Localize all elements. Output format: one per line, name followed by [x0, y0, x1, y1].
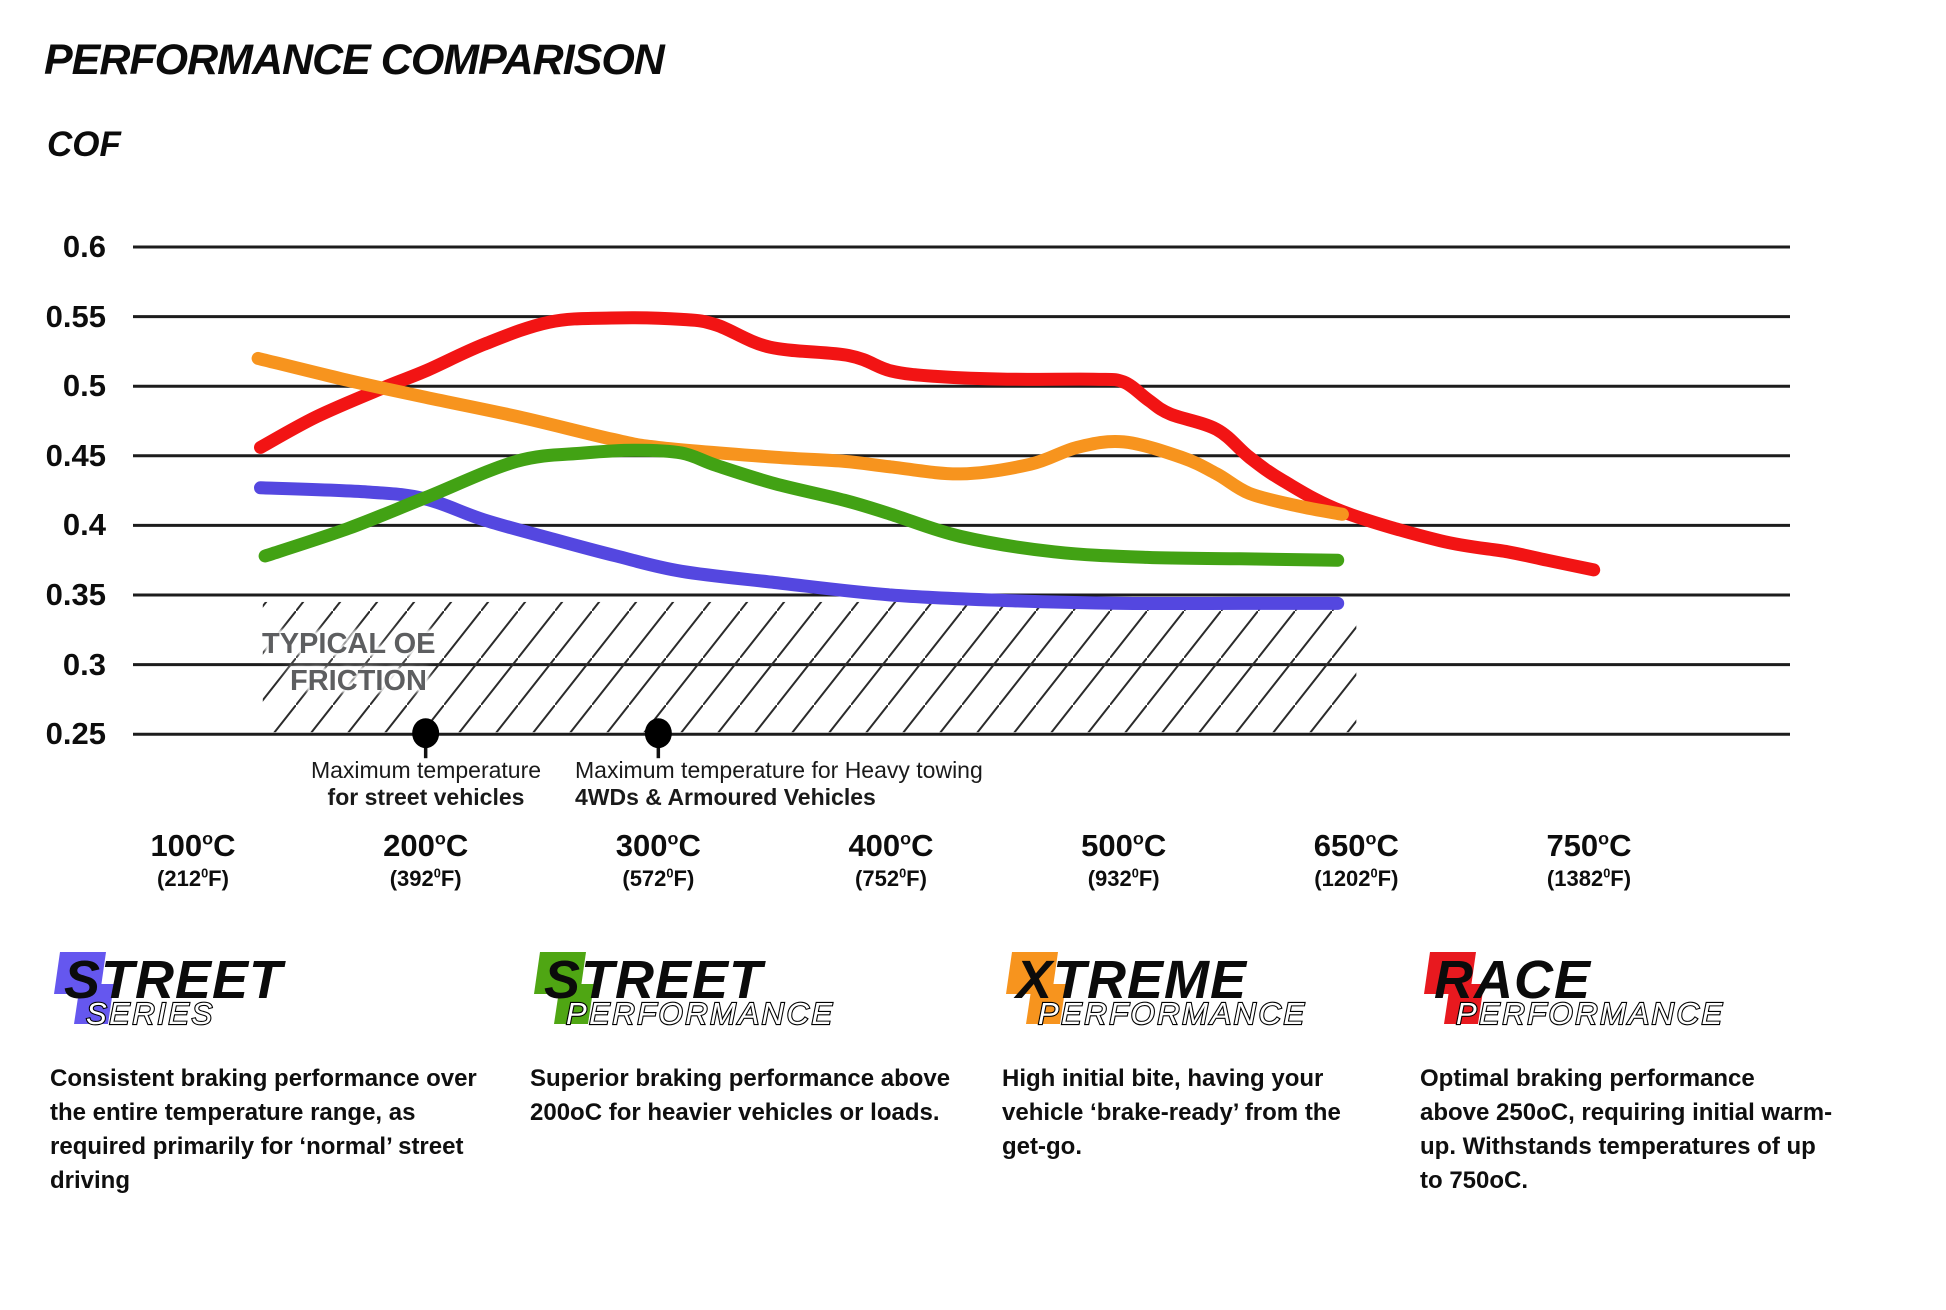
annotation-line: Maximum temperature	[310, 757, 542, 783]
logo-word2: PERFORMANCE	[1456, 996, 1725, 1031]
y-tick-label: 0.35	[45, 577, 106, 612]
logo-mark-bottom	[1026, 984, 1066, 1024]
x-tick-fahrenheit: (12020F)	[1314, 865, 1399, 891]
x-tick-fahrenheit: (5720F)	[622, 865, 695, 891]
x-tick-label: 650oC (12020F)	[1314, 828, 1399, 894]
series-line-street-performance	[258, 443, 1345, 567]
typical-oe-friction-band	[262, 601, 1357, 733]
x-tick-celsius: 500oC	[1081, 828, 1167, 863]
x-tick-label: 200oC (3920F)	[383, 828, 468, 894]
annotation-line: Maximum temperature for Heavy towing	[575, 757, 983, 783]
x-tick-label: 100oC (2120F)	[150, 828, 235, 894]
logo-word1: STREET	[544, 952, 766, 1010]
logo-mark-top	[534, 952, 586, 994]
logo-mark-bottom	[1444, 984, 1484, 1024]
legend-description-xtreme-performance: High initial bite, having your vehicle ‘…	[1002, 1065, 1341, 1160]
x-tick-fahrenheit: (2120F)	[157, 865, 229, 891]
y-tick-label: 0.5	[62, 368, 106, 404]
typical-oe-line1: TYPICAL OE	[262, 628, 436, 660]
chart-canvas	[133, 245, 1790, 759]
x-tick-label: 300oC (5720F)	[616, 828, 701, 894]
logo-word2: PERFORMANCE	[566, 996, 835, 1031]
x-tick-label: 500oC (9320F)	[1081, 828, 1166, 894]
legend-item-race-performance: RACE PERFORMANCE Optimal braking performan…	[1418, 952, 1888, 1194]
logo-word1: STREET	[64, 952, 286, 1010]
legend-description-race-performance: Optimal braking performance above 250oC,…	[1420, 1065, 1833, 1194]
legend-description-street-performance: Superior braking performance above 200oC…	[530, 1065, 951, 1126]
logo-mark-bottom	[554, 984, 594, 1024]
x-tick-fahrenheit: (9320F)	[1087, 865, 1160, 891]
annotation-marker-dot	[644, 718, 672, 749]
logo-mark-bottom	[74, 984, 114, 1024]
legend-item-xtreme-performance: XTREME PERFORMANCE High initial bite, havi…	[1000, 952, 1400, 1160]
annotation-line: for street vehicles	[327, 784, 525, 810]
logo-word2: SERIES	[86, 996, 215, 1031]
logo-word1: XTREME	[1013, 952, 1248, 1010]
x-tick-label: 750oC (13820F)	[1546, 828, 1631, 894]
logo-word2: PERFORMANCE	[1038, 996, 1307, 1031]
x-tick-fahrenheit: (3920F)	[389, 865, 462, 891]
y-tick-label: 0.45	[45, 437, 106, 473]
y-tick-label: 0.3	[62, 646, 106, 682]
y-axis-title: COF	[47, 125, 121, 164]
x-tick-celsius: 100oC	[150, 828, 236, 863]
annotation-heavy-towing: Maximum temperature for Heavy towing 4WD…	[575, 757, 983, 811]
typical-oe-line2: FRICTION	[290, 665, 427, 697]
series-line-xtreme-performance	[251, 351, 1349, 521]
legend-item-street-series: STREET SERIES Consistent braking performan…	[48, 952, 518, 1194]
annotation-street-vehicles: Maximum temperature for street vehicles	[311, 757, 541, 811]
x-tick-celsius: 200oC	[383, 828, 469, 863]
logo-mark-top	[1424, 952, 1476, 994]
legend-item-street-performance: STREET PERFORMANCE Superior braking perfor…	[528, 952, 998, 1126]
x-tick-celsius: 400oC	[848, 828, 934, 863]
x-tick-celsius: 650oC	[1313, 828, 1399, 863]
y-tick-label: 0.4	[62, 507, 106, 543]
y-tick-label: 0.6	[62, 229, 106, 264]
x-tick-fahrenheit: (7520F)	[855, 865, 927, 891]
logo-mark-top	[54, 952, 106, 994]
annotation-line: 4WDs & Armoured Vehicles	[575, 784, 876, 810]
annotation-marker-dot	[412, 718, 440, 749]
x-tick-celsius: 300oC	[615, 828, 701, 863]
x-tick-fahrenheit: (13820F)	[1546, 865, 1632, 891]
logo-mark-top	[1006, 952, 1058, 994]
logo-word1: RACE	[1434, 952, 1592, 1010]
typical-oe-friction-label: TYPICAL OE FRICTION	[262, 626, 436, 700]
y-tick-label: 0.55	[45, 298, 106, 334]
page-title: PERFORMANCE COMPARISON	[44, 36, 665, 84]
y-tick-label: 0.25	[45, 716, 106, 752]
legend-description-street-series: Consistent braking performance over the …	[50, 1065, 477, 1194]
x-tick-label: 400oC (7520F)	[848, 828, 933, 894]
x-tick-celsius: 750oC	[1546, 828, 1632, 863]
